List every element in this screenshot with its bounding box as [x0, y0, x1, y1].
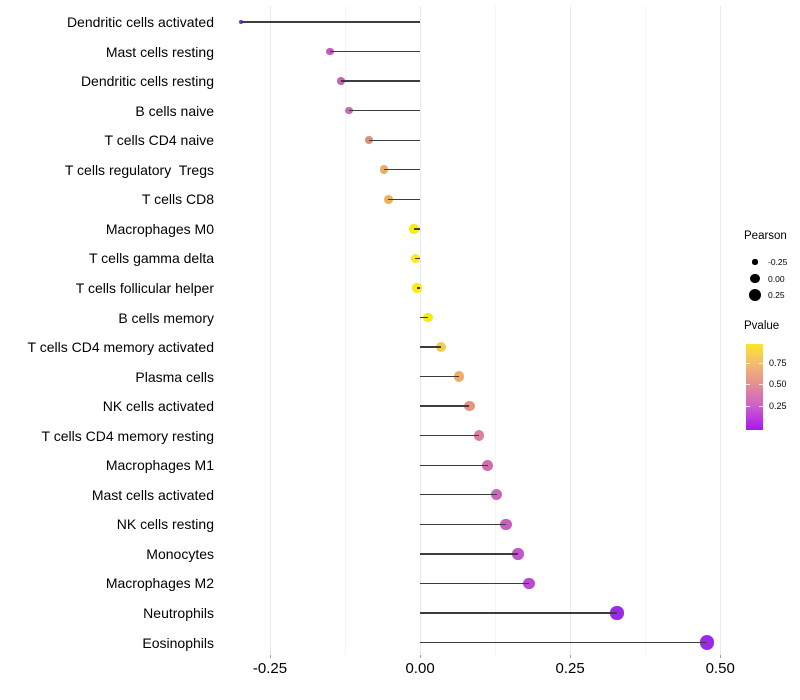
lollipop-stem — [420, 494, 497, 496]
legend-size-label: -0.25 — [768, 257, 788, 267]
lollipop-dot — [436, 342, 447, 352]
category-label: T cells CD4 naive — [104, 132, 214, 149]
legend-pvalue-tick-notch — [759, 383, 763, 385]
category-label: Macrophages M2 — [105, 575, 214, 592]
x-axis-tick — [719, 655, 721, 658]
lollipop-stem — [415, 257, 421, 260]
lollipop-dot — [423, 312, 433, 323]
lollipop-stem — [241, 21, 421, 23]
lollipop-stem — [420, 523, 506, 526]
legend-size-label: 0.25 — [768, 290, 785, 300]
legend-pvalue-title: Pvalue — [744, 320, 780, 332]
category-label: Mast cells resting — [105, 43, 214, 60]
major-gridline — [419, 6, 421, 655]
minor-gridline — [344, 6, 346, 655]
lollipop-stem — [349, 109, 421, 112]
lollipop-dot — [464, 400, 475, 412]
category-label: Neutrophils — [143, 605, 214, 621]
category-label: Macrophages M0 — [105, 220, 214, 237]
lollipop-stem — [420, 612, 617, 614]
lollipop-stem — [388, 198, 421, 200]
category-label: T cells CD8 — [141, 191, 214, 208]
category-label: Monocytes — [146, 545, 214, 562]
legend-size-dot — [752, 259, 758, 265]
lollipop-dot — [482, 459, 494, 471]
x-axis-tick — [569, 655, 571, 658]
category-label: T cells CD4 memory activated — [27, 339, 214, 356]
lollipop-dot — [453, 371, 465, 382]
x-axis-tick — [269, 655, 271, 658]
lollipop-stem — [417, 287, 421, 289]
lollipop-stem — [420, 346, 442, 348]
major-gridline — [719, 6, 721, 655]
lollipop-stem — [330, 50, 421, 53]
legend-pvalue-tick-notch — [746, 362, 750, 364]
lollipop-stem — [414, 228, 421, 230]
lollipop-stem — [420, 316, 428, 319]
category-label: Mast cells activated — [91, 486, 214, 503]
legend-pearson-title: Pearson — [744, 230, 787, 242]
legend-pvalue-tick-label: 0.50 — [769, 378, 787, 389]
category-label: Dendritic cells activated — [66, 14, 214, 30]
legend-pvalue-tick-notch — [759, 362, 763, 364]
category-label: T cells CD4 memory resting — [41, 427, 214, 444]
x-axis-tick — [419, 655, 421, 658]
lollipop-dot — [610, 606, 624, 620]
lollipop-stem — [420, 553, 518, 555]
category-label: Eosinophils — [142, 634, 214, 651]
legend-pvalue-tick-notch — [759, 405, 763, 407]
lollipop-stem — [420, 641, 707, 644]
legend-size-label: 0.00 — [768, 273, 785, 284]
category-label: B cells naive — [135, 102, 214, 119]
lollipop-stem — [340, 80, 421, 82]
x-axis-tick-label: -0.25 — [252, 660, 288, 677]
legend-pvalue-tick-notch — [746, 405, 750, 407]
category-label: Plasma cells — [135, 368, 214, 385]
lollipop-stem — [420, 435, 479, 437]
category-label: T cells regulatory Tregs — [64, 161, 214, 178]
lollipop-stem — [420, 464, 488, 466]
category-label: NK cells resting — [116, 516, 214, 533]
major-gridline — [569, 6, 571, 655]
lollipop-stem — [420, 405, 470, 407]
legend-size-dot — [748, 288, 762, 302]
legend-size-dot — [750, 273, 760, 284]
lollipop-dot — [699, 635, 715, 650]
legend-pvalue-tick-label: 0.75 — [769, 357, 787, 368]
lollipop-dot — [473, 430, 485, 442]
x-axis-tick-label: 0.25 — [555, 660, 585, 677]
lollipop-dot — [491, 489, 503, 501]
lollipop-dot — [379, 165, 389, 175]
lollipop-dot — [523, 577, 536, 590]
category-label: Dendritic cells resting — [80, 73, 214, 90]
category-label: B cells memory — [118, 309, 214, 326]
category-label: Macrophages M1 — [105, 457, 214, 474]
lollipop-dot — [239, 20, 244, 24]
lollipop-stem — [420, 375, 460, 378]
lollipop-stem — [384, 169, 421, 171]
minor-gridline — [494, 6, 496, 655]
lollipop-dot — [500, 518, 512, 530]
lollipop-dot — [326, 47, 334, 56]
legend-pvalue-tick-label: 0.25 — [769, 400, 787, 411]
x-axis-tick-label: 0.00 — [405, 660, 435, 677]
category-label: T cells gamma delta — [88, 250, 214, 267]
major-gridline — [269, 6, 271, 655]
legend-pvalue-tick-notch — [746, 383, 750, 385]
minor-gridline — [644, 6, 646, 655]
pvalue-gradient-bar — [746, 344, 763, 430]
category-label: T cells follicular helper — [75, 279, 214, 296]
lollipop-stem — [420, 582, 530, 585]
lollipop-stem — [369, 139, 421, 141]
lollipop-dot — [512, 548, 524, 560]
x-axis-tick-label: 0.50 — [705, 660, 735, 677]
category-label: NK cells activated — [102, 398, 214, 415]
